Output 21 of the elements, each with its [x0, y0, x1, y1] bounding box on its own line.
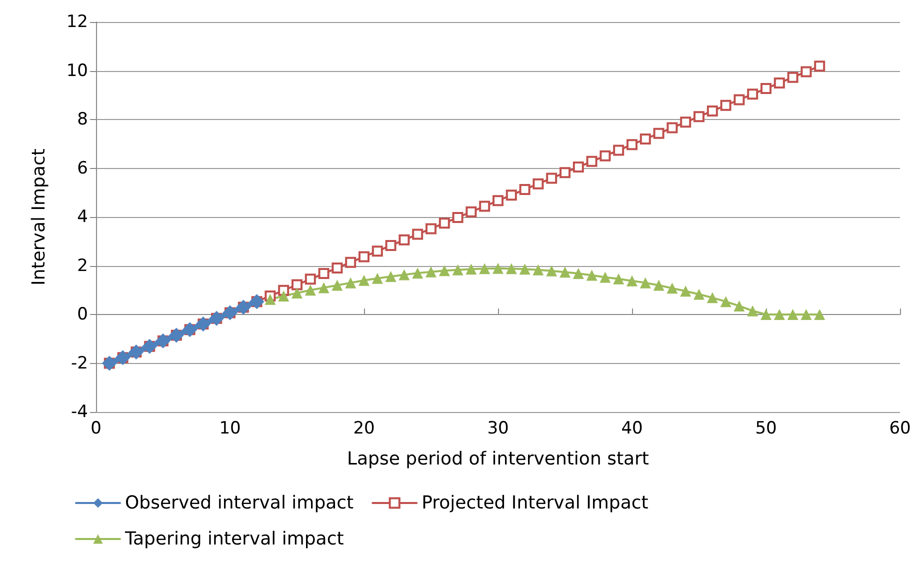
x-axis-title: Lapse period of intervention start — [347, 448, 649, 470]
x-tick-label: 20 — [353, 418, 375, 438]
y-tick-label: 8 — [77, 110, 88, 130]
y-tick-label: -4 — [71, 402, 88, 422]
x-tick-label: 10 — [219, 418, 241, 438]
y-axis-title: Interval Impact — [28, 148, 50, 286]
y-tick-label: 10 — [66, 60, 88, 81]
x-tick-label: 0 — [90, 418, 102, 438]
legend-label: Projected Interval Impact — [422, 492, 648, 514]
y-tick-label: 0 — [77, 304, 88, 324]
x-tick-label: 60 — [889, 418, 911, 438]
y-tick-label: 6 — [77, 158, 88, 178]
x-tick-label: 40 — [621, 418, 643, 438]
y-tick-label: 4 — [77, 207, 88, 227]
y-tick-label: 12 — [66, 12, 88, 32]
y-tick-label: -2 — [71, 353, 88, 374]
legend-label: Observed interval impact — [125, 492, 354, 514]
legend-label: Tapering interval impact — [124, 528, 344, 550]
x-tick-label: 30 — [487, 418, 509, 438]
x-tick-label: 50 — [755, 418, 777, 438]
y-tick-label: 2 — [77, 256, 88, 276]
